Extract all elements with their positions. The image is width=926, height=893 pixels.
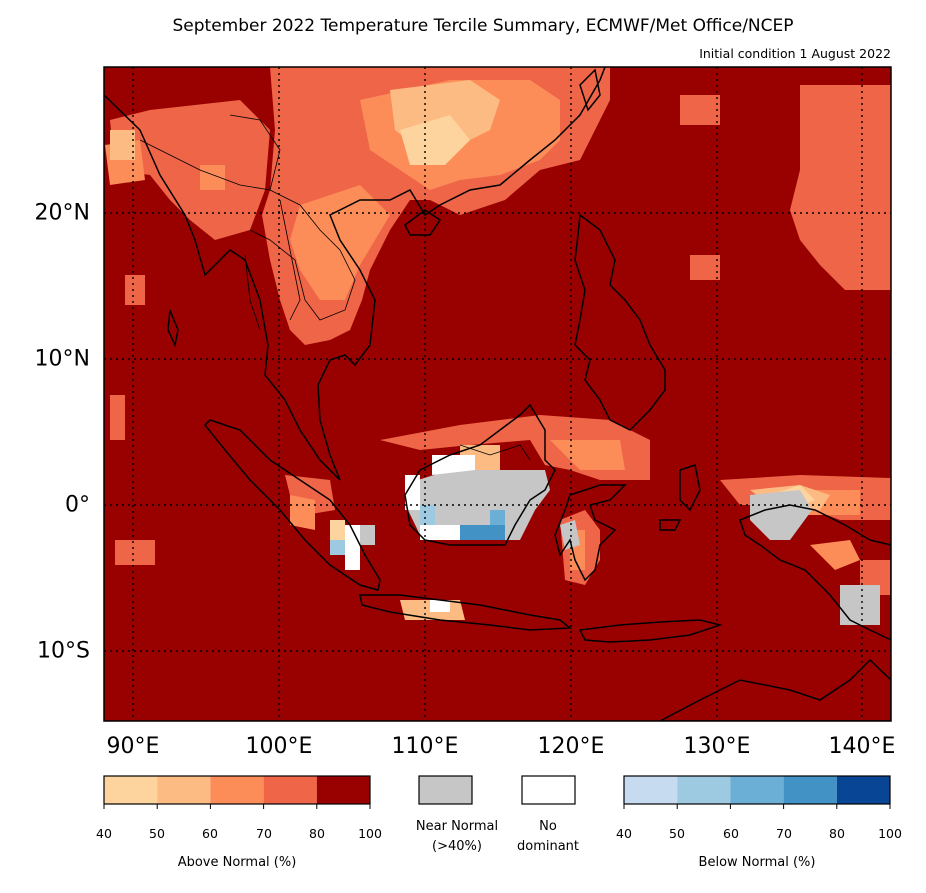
no-dominant-caption-line1: No bbox=[539, 819, 557, 834]
below-tick: 80 bbox=[829, 826, 845, 841]
above-normal-caption: Above Normal (%) bbox=[177, 855, 297, 870]
lat-label-10n: 10°N bbox=[34, 346, 90, 372]
below-tick: 40 bbox=[616, 826, 632, 841]
lon-label-100e: 100°E bbox=[245, 734, 313, 759]
lat-label-0: 0° bbox=[65, 492, 90, 518]
near-normal-caption-line2: (>40%) bbox=[432, 839, 482, 854]
above-tick: 70 bbox=[256, 826, 272, 841]
below-normal-colorbar-segment bbox=[677, 776, 731, 804]
above-tick: 50 bbox=[149, 826, 165, 841]
lat-label-20n: 20°N bbox=[34, 200, 90, 226]
below-normal-colorbar-segment bbox=[783, 776, 837, 804]
map-subtitle: Initial condition 1 August 2022 bbox=[699, 46, 891, 61]
map-plot-area bbox=[104, 67, 891, 721]
below-normal-colorbar-segment bbox=[624, 776, 678, 804]
below-normal-colorbar-segment bbox=[730, 776, 784, 804]
above-tick: 60 bbox=[202, 826, 218, 841]
above-normal-colorbar bbox=[103, 775, 371, 809]
above-normal-colorbar-frame bbox=[103, 775, 371, 805]
above-normal-colorbar-segment bbox=[157, 776, 211, 804]
below-tick: 100 bbox=[878, 826, 902, 841]
near-normal-caption: Near Normal (>40%) bbox=[416, 817, 498, 857]
below-tick: 70 bbox=[776, 826, 792, 841]
below-normal-colorbar-frame bbox=[623, 775, 891, 805]
lon-label-130e: 130°E bbox=[683, 734, 751, 759]
country-borders bbox=[139, 114, 531, 461]
near-normal-caption-line1: Near Normal bbox=[415, 819, 499, 834]
above-normal-colorbar-segment bbox=[104, 776, 158, 804]
lon-label-140e: 140°E bbox=[828, 734, 896, 759]
coastlines bbox=[104, 67, 891, 721]
above-tick: 100 bbox=[358, 826, 382, 841]
lon-label-110e: 110°E bbox=[391, 734, 459, 759]
near-normal-swatch bbox=[418, 775, 473, 805]
lon-label-90e: 90°E bbox=[106, 734, 160, 759]
lat-label-10s: 10°S bbox=[37, 638, 90, 664]
map-frame bbox=[103, 66, 892, 722]
above-normal-colorbar-segment bbox=[263, 776, 317, 804]
region-below-normal bbox=[330, 505, 505, 555]
map-title: September 2022 Temperature Tercile Summa… bbox=[172, 16, 794, 36]
no-dominant-swatch bbox=[521, 775, 576, 805]
no-dominant-caption: No dominant bbox=[517, 817, 579, 857]
below-tick: 50 bbox=[669, 826, 685, 841]
below-tick: 60 bbox=[723, 826, 739, 841]
above-tick: 80 bbox=[309, 826, 325, 841]
above-normal-colorbar-segment bbox=[316, 776, 370, 804]
below-normal-colorbar bbox=[623, 775, 891, 809]
below-normal-caption: Below Normal (%) bbox=[698, 855, 816, 870]
gridlines bbox=[104, 67, 891, 721]
above-normal-colorbar-segment bbox=[210, 776, 264, 804]
below-normal-colorbar-segment bbox=[836, 776, 890, 804]
above-tick: 40 bbox=[96, 826, 112, 841]
lon-label-120e: 120°E bbox=[537, 734, 605, 759]
no-dominant-caption-line2: dominant bbox=[516, 839, 580, 854]
